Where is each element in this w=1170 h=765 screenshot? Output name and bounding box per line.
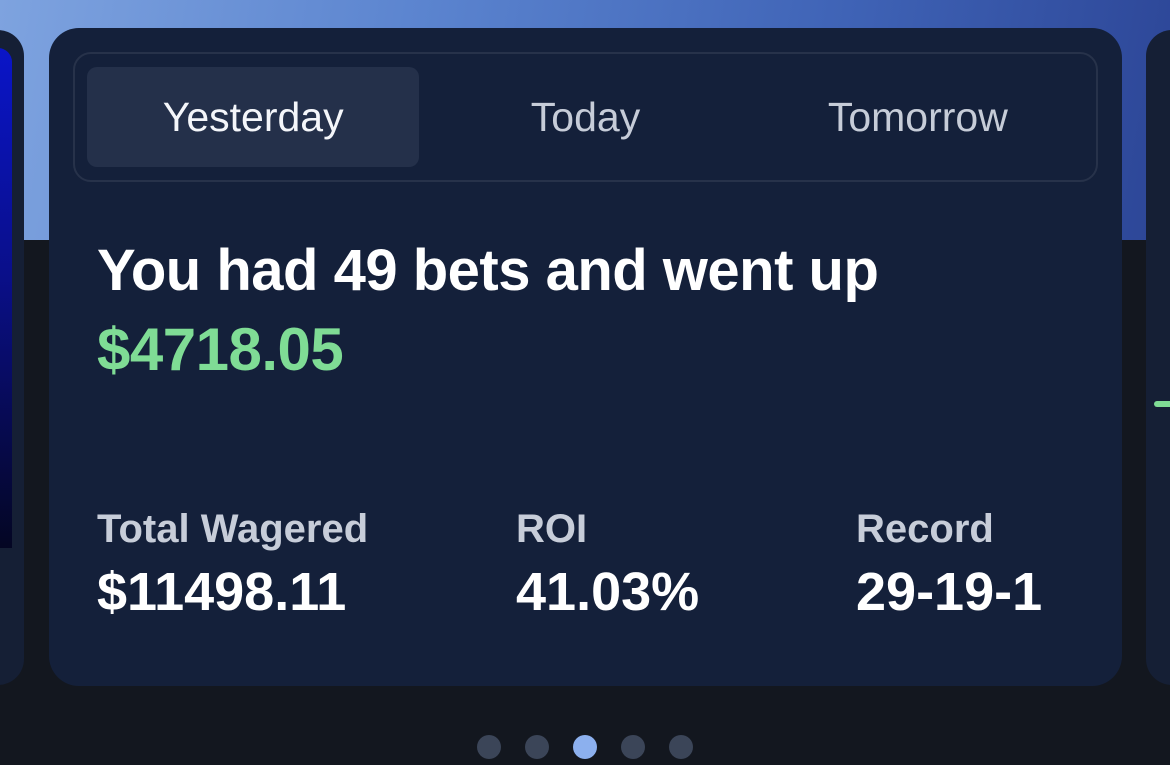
page-dot[interactable] [669,735,693,759]
profit-amount: $4718.05 [97,316,344,383]
tab-today[interactable]: Today [530,93,641,140]
stat-label: Record [856,507,994,551]
stat-value: 41.03% [516,562,700,622]
page-dot[interactable] [525,735,549,759]
stat-record: Record 29-19-1 [856,503,1042,625]
stat-value: $11498.11 [97,562,347,622]
page-dot[interactable] [621,735,645,759]
stat-value: 29-19-1 [856,562,1043,622]
page-dot[interactable] [477,735,501,759]
page-dot-active[interactable] [573,735,597,759]
next-card-peek[interactable] [1146,30,1170,685]
stat-total-wagered: Total Wagered $11498.11 [97,503,368,625]
day-tabs: Yesterday Today Tomorrow [73,52,1098,182]
stat-roi: ROI 41.03% [516,503,699,625]
stat-label: ROI [516,507,588,551]
daily-summary-card: Yesterday Today Tomorrow You had 49 bets… [49,28,1122,686]
next-card-chart-line [1154,401,1170,407]
summary-headline: You had 49 bets and went up [97,238,879,303]
stat-label: Total Wagered [97,507,369,551]
previous-card-peek[interactable] [0,30,24,685]
tab-yesterday[interactable]: Yesterday [87,67,420,167]
tab-tomorrow[interactable]: Tomorrow [827,93,1008,140]
previous-card-image [0,48,12,548]
page-indicator [477,735,693,759]
